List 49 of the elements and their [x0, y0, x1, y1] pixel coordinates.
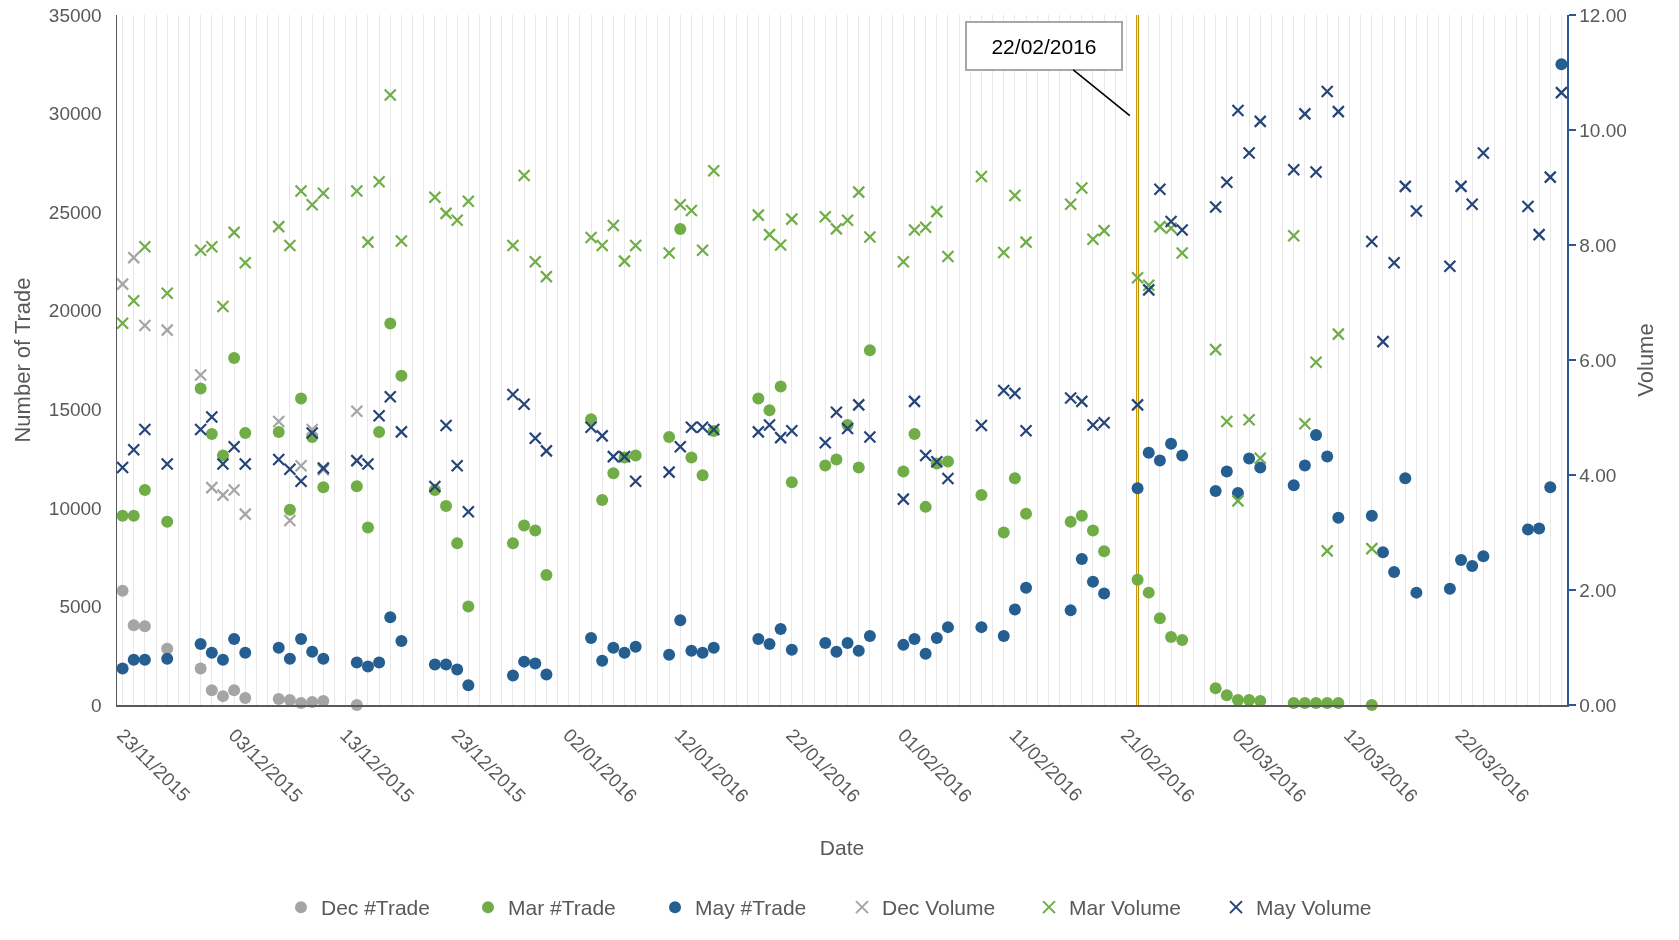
legend-label: May Volume [1256, 896, 1372, 920]
point [116, 584, 129, 597]
point [272, 693, 285, 706]
y2-tick-label: 0.00 [1579, 694, 1617, 716]
point [205, 481, 219, 495]
x-axis-title: Date [819, 835, 865, 859]
y-axis-title: Number of Trade [9, 277, 35, 443]
y2-tick-label: 8.00 [1579, 234, 1617, 256]
ref-line-label: 22/02/2016 [991, 34, 1097, 58]
y-tick-label: 0 [91, 694, 102, 716]
legend-label: Mar #Trade [508, 896, 616, 920]
point [216, 488, 230, 502]
point [227, 483, 241, 497]
y-tick-label: 15000 [48, 398, 102, 420]
point [228, 684, 241, 697]
y2-tick-label: 6.00 [1579, 349, 1617, 371]
legend-label: Dec Volume [882, 896, 996, 920]
point [127, 251, 141, 265]
point [194, 368, 208, 382]
point [305, 422, 319, 437]
legend-label: May #Trade [695, 896, 807, 920]
point [127, 619, 140, 632]
y-tick-label: 35000 [48, 4, 102, 26]
point [138, 318, 152, 333]
y-tick-label: 30000 [48, 103, 102, 125]
point [205, 684, 218, 697]
y2-tick-label: 2.00 [1579, 579, 1617, 601]
y-tick-label: 5000 [59, 596, 102, 618]
point [161, 642, 174, 655]
point [238, 507, 252, 521]
y2-tick-label: 12.00 [1579, 4, 1627, 26]
point [239, 692, 252, 705]
y-tick-label: 20000 [48, 300, 102, 322]
legend-label: Mar Volume [1069, 896, 1182, 920]
point [194, 662, 207, 675]
point [283, 513, 297, 528]
y2-tick-label: 4.00 [1579, 464, 1617, 486]
point [138, 620, 151, 633]
point [216, 690, 229, 703]
point [350, 404, 364, 418]
legend-label: Dec #Trade [321, 896, 430, 920]
point [272, 414, 286, 429]
point [160, 323, 174, 337]
point [294, 459, 308, 473]
y-tick-label: 25000 [48, 201, 102, 223]
y2-tick-label: 10.00 [1579, 119, 1627, 141]
y2-axis-title: Volume [1633, 323, 1659, 397]
point [115, 277, 130, 291]
y-tick-label: 10000 [48, 497, 102, 519]
